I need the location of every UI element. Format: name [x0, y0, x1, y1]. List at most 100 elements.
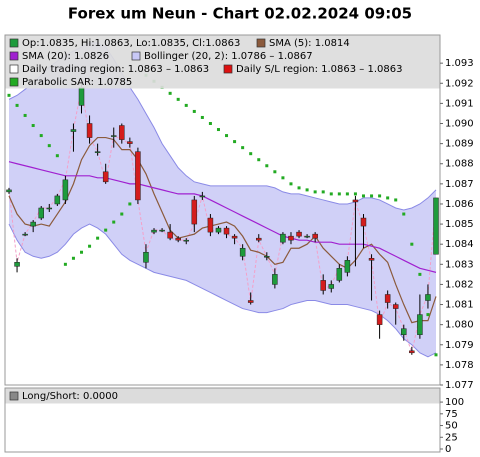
candle-body: [143, 251, 149, 263]
candle-body: [207, 217, 214, 233]
sar-dot: [47, 144, 51, 148]
candle-body: [280, 233, 286, 243]
candle-body: [344, 260, 351, 273]
candle-body: [247, 300, 254, 303]
y-tick-label: 25: [445, 432, 458, 443]
sar-dot: [386, 196, 390, 200]
bollinger-band: [9, 43, 436, 357]
bollinger-lower: [8, 223, 437, 358]
candle-body: [384, 294, 391, 303]
y-tick-label: 1.079: [445, 340, 474, 351]
candle-body: [102, 171, 109, 183]
sar-dot: [378, 194, 382, 198]
y-tick-label: 1.087: [445, 179, 474, 190]
sar-dot: [120, 212, 124, 216]
sar-dot: [80, 250, 84, 254]
sar-dot: [426, 313, 430, 317]
y-tick-label: 75: [445, 409, 458, 420]
legend-label: Daily S/L region: 1.0863 – 1.0863: [236, 64, 402, 75]
sar-dot: [305, 188, 309, 192]
y-tick-label: 1.091: [445, 98, 474, 109]
sma-line: [8, 161, 437, 273]
candle-body: [215, 227, 222, 233]
candle-body: [312, 233, 318, 239]
candle-body: [320, 280, 326, 291]
sar-dot: [249, 152, 253, 156]
legend-label: Long/Short: 0.0000: [22, 391, 118, 402]
sar-dot: [7, 93, 11, 97]
candle-body: [256, 237, 262, 241]
sar-dot: [88, 244, 92, 248]
sar-dot: [297, 186, 301, 190]
sar-dot: [39, 134, 43, 138]
sar-dot: [281, 176, 285, 180]
sar-dot: [265, 164, 269, 168]
legend-swatch: [256, 38, 266, 48]
legend-label: SMA (5): 1.0814: [269, 38, 350, 49]
chart-title: Forex um Neun - Chart 02.02.2024 09:05: [68, 5, 412, 23]
sar-dot: [313, 190, 317, 194]
candle-body: [167, 231, 173, 239]
sar-dot: [402, 212, 406, 216]
candle-body: [6, 189, 12, 193]
y-tick-label: 1.081: [445, 300, 474, 311]
sar-dot: [15, 103, 19, 107]
legend-swatch: [223, 64, 233, 74]
sar-dot: [63, 262, 67, 266]
sar-dot: [184, 103, 188, 107]
sar-dot: [418, 272, 422, 276]
sar-dot: [216, 128, 220, 132]
sar-dot: [225, 134, 229, 138]
sar-dot: [112, 220, 116, 224]
candle-body: [272, 274, 278, 285]
sar-dot: [257, 158, 261, 162]
candle-body: [264, 256, 270, 258]
y-tick-label: 1.092: [445, 78, 474, 89]
y-tick-label: 1.082: [445, 279, 474, 290]
sar-dot: [55, 154, 59, 158]
candle-body: [239, 247, 246, 257]
sar-dot: [361, 194, 365, 198]
sar-dot: [31, 124, 35, 128]
sar-dot: [104, 228, 108, 232]
sma-line: [8, 136, 437, 324]
legend-box: [5, 35, 440, 89]
sar-dot: [200, 115, 204, 119]
sar-dot: [321, 190, 325, 194]
candle-body: [360, 217, 367, 227]
sar-dot: [410, 242, 414, 246]
y-tick-label: 50: [445, 421, 458, 432]
y-tick-label: 1.077: [445, 380, 474, 391]
sar-dot: [208, 122, 212, 126]
candle-body: [46, 207, 53, 210]
candle-body: [70, 129, 77, 132]
candle-body: [288, 235, 294, 241]
sar-dot: [71, 256, 75, 260]
candle-body: [425, 294, 431, 301]
candle-body: [119, 125, 125, 140]
sar-dot: [176, 97, 180, 101]
legend-box: [5, 388, 440, 404]
sar-dot: [233, 140, 237, 144]
candle-body: [94, 151, 101, 153]
sar-dot: [168, 91, 172, 95]
candle-body: [175, 237, 181, 241]
sar-dot: [289, 182, 293, 186]
candle-body: [22, 233, 28, 236]
candle-body: [14, 262, 20, 267]
candle-body: [183, 239, 189, 242]
legend-label: Daily trading region: 1.0863 – 1.0863: [22, 64, 209, 75]
legend-ohlc: Op:1.0835, Hi:1.0863, Lo:1.0835, Cl:1.08…: [22, 38, 240, 49]
y-tick-label: 0: [445, 444, 451, 455]
y-tick-label: 100: [445, 397, 464, 408]
y-tick-label: 1.078: [445, 360, 474, 371]
sar-dot: [345, 192, 349, 196]
sar-dot: [434, 353, 438, 357]
y-tick-label: 1.090: [445, 119, 474, 130]
y-tick-label: 1.080: [445, 320, 474, 331]
legend-swatch: [9, 38, 19, 48]
candle-body: [86, 123, 93, 138]
sar-dot: [394, 198, 398, 202]
candle-body: [409, 350, 415, 354]
